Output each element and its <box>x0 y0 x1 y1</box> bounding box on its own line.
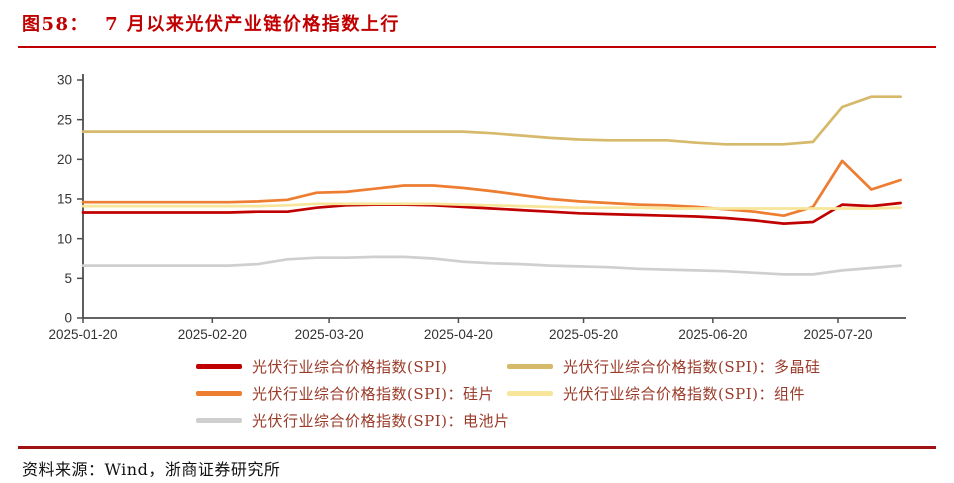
y-tick-label: 10 <box>57 231 72 246</box>
page-title: 7 月以来光伏产业链价格指数上行 <box>105 14 400 35</box>
series-line-cell <box>81 255 902 276</box>
legend-label: 光伏行业综合价格指数(SPI) <box>252 358 448 376</box>
series-line-spi <box>81 201 902 225</box>
figure-number-label: 图58： <box>22 14 90 35</box>
x-tick-label: 2025-02-20 <box>178 327 247 342</box>
figure-title-row: 图58： 7 月以来光伏产业链价格指数上行 <box>22 10 400 36</box>
x-tick-label: 2025-01-20 <box>48 327 117 342</box>
legend-swatch <box>507 364 553 369</box>
source-divider <box>18 446 936 449</box>
legend-item: 光伏行业综合价格指数(SPI)：硅片 <box>196 383 507 404</box>
legend-swatch <box>196 391 242 396</box>
legend-label: 光伏行业综合价格指数(SPI)：多晶硅 <box>563 358 821 376</box>
y-tick-label: 5 <box>64 271 72 286</box>
legend-swatch <box>507 391 553 396</box>
legend-swatch <box>196 418 242 423</box>
price-index-plot: 0 5 10 15 20 25 30 2025-01-20 2025-02-20 2025-03-… <box>48 73 906 342</box>
series-line-wafer <box>81 159 902 218</box>
title-divider <box>18 46 936 48</box>
legend-item: 光伏行业综合价格指数(SPI)：多晶硅 <box>507 356 821 377</box>
y-tick-label: 0 <box>64 311 72 326</box>
y-tick-label: 20 <box>57 152 72 167</box>
source-note: 资料来源：Wind，浙商证券研究所 <box>22 460 281 479</box>
legend-label: 光伏行业综合价格指数(SPI)：组件 <box>563 385 805 403</box>
legend-label: 光伏行业综合价格指数(SPI)：电池片 <box>252 412 510 430</box>
legend-item: 光伏行业综合价格指数(SPI)：组件 <box>507 383 821 404</box>
x-tick-label: 2025-04-20 <box>424 327 493 342</box>
x-tick-label: 2025-06-20 <box>678 327 747 342</box>
x-tick-label: 2025-05-20 <box>549 327 618 342</box>
y-tick-label: 15 <box>57 192 72 207</box>
price-index-chart: 0 5 10 15 20 25 30 2025-01-20 2025-02-20 2025-03-… <box>0 52 954 352</box>
legend-item: 光伏行业综合价格指数(SPI)：电池片 <box>196 410 510 431</box>
y-tick-label: 30 <box>57 73 72 88</box>
y-tick-label: 25 <box>57 112 72 127</box>
series-line-module <box>81 202 902 210</box>
legend-swatch <box>196 364 242 369</box>
legend-label: 光伏行业综合价格指数(SPI)：硅片 <box>252 385 494 403</box>
legend-item: 光伏行业综合价格指数(SPI) <box>196 356 507 377</box>
series-line-polysilicon <box>81 95 902 146</box>
x-tick-label: 2025-07-20 <box>803 327 872 342</box>
chart-legend: 光伏行业综合价格指数(SPI) 光伏行业综合价格指数(SPI)：硅片 光伏行业综合价… <box>196 353 821 434</box>
x-tick-label: 2025-03-20 <box>295 327 364 342</box>
